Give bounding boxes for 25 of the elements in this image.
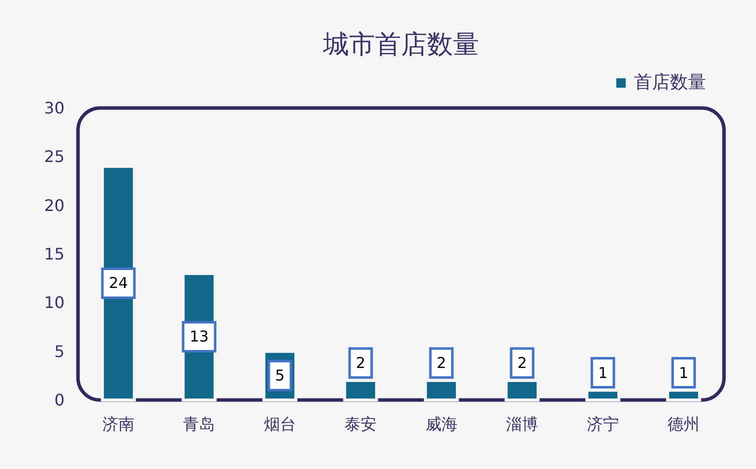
x-tick-label: 泰安	[344, 414, 377, 434]
data-label: 1	[598, 364, 608, 382]
data-label: 2	[356, 354, 366, 372]
x-tick-label: 德州	[668, 414, 700, 434]
legend-label: 首店数量	[634, 72, 706, 93]
y-tick-label: 15	[44, 244, 64, 264]
x-tick-label: 青岛	[183, 414, 216, 434]
y-tick-label: 10	[44, 293, 64, 312]
data-label: 1	[678, 364, 688, 382]
y-tick-label: 25	[44, 147, 64, 166]
x-tick-label: 济南	[102, 414, 134, 434]
data-label: 13	[190, 328, 209, 346]
y-tick-label: 0	[54, 390, 64, 410]
data-label: 2	[517, 354, 527, 372]
x-tick-label: 威海	[425, 414, 458, 434]
data-label: 2	[436, 354, 446, 372]
chart-title: 城市首店数量	[322, 30, 479, 60]
y-tick-label: 20	[44, 196, 64, 215]
y-tick-label: 30	[44, 98, 64, 118]
data-label: 24	[108, 274, 128, 292]
x-tick-label: 淄博	[506, 414, 538, 434]
x-tick-label: 济宁	[586, 414, 619, 434]
y-tick-label: 5	[54, 342, 64, 361]
data-label: 5	[275, 366, 285, 385]
x-tick-label: 烟台	[264, 414, 296, 434]
